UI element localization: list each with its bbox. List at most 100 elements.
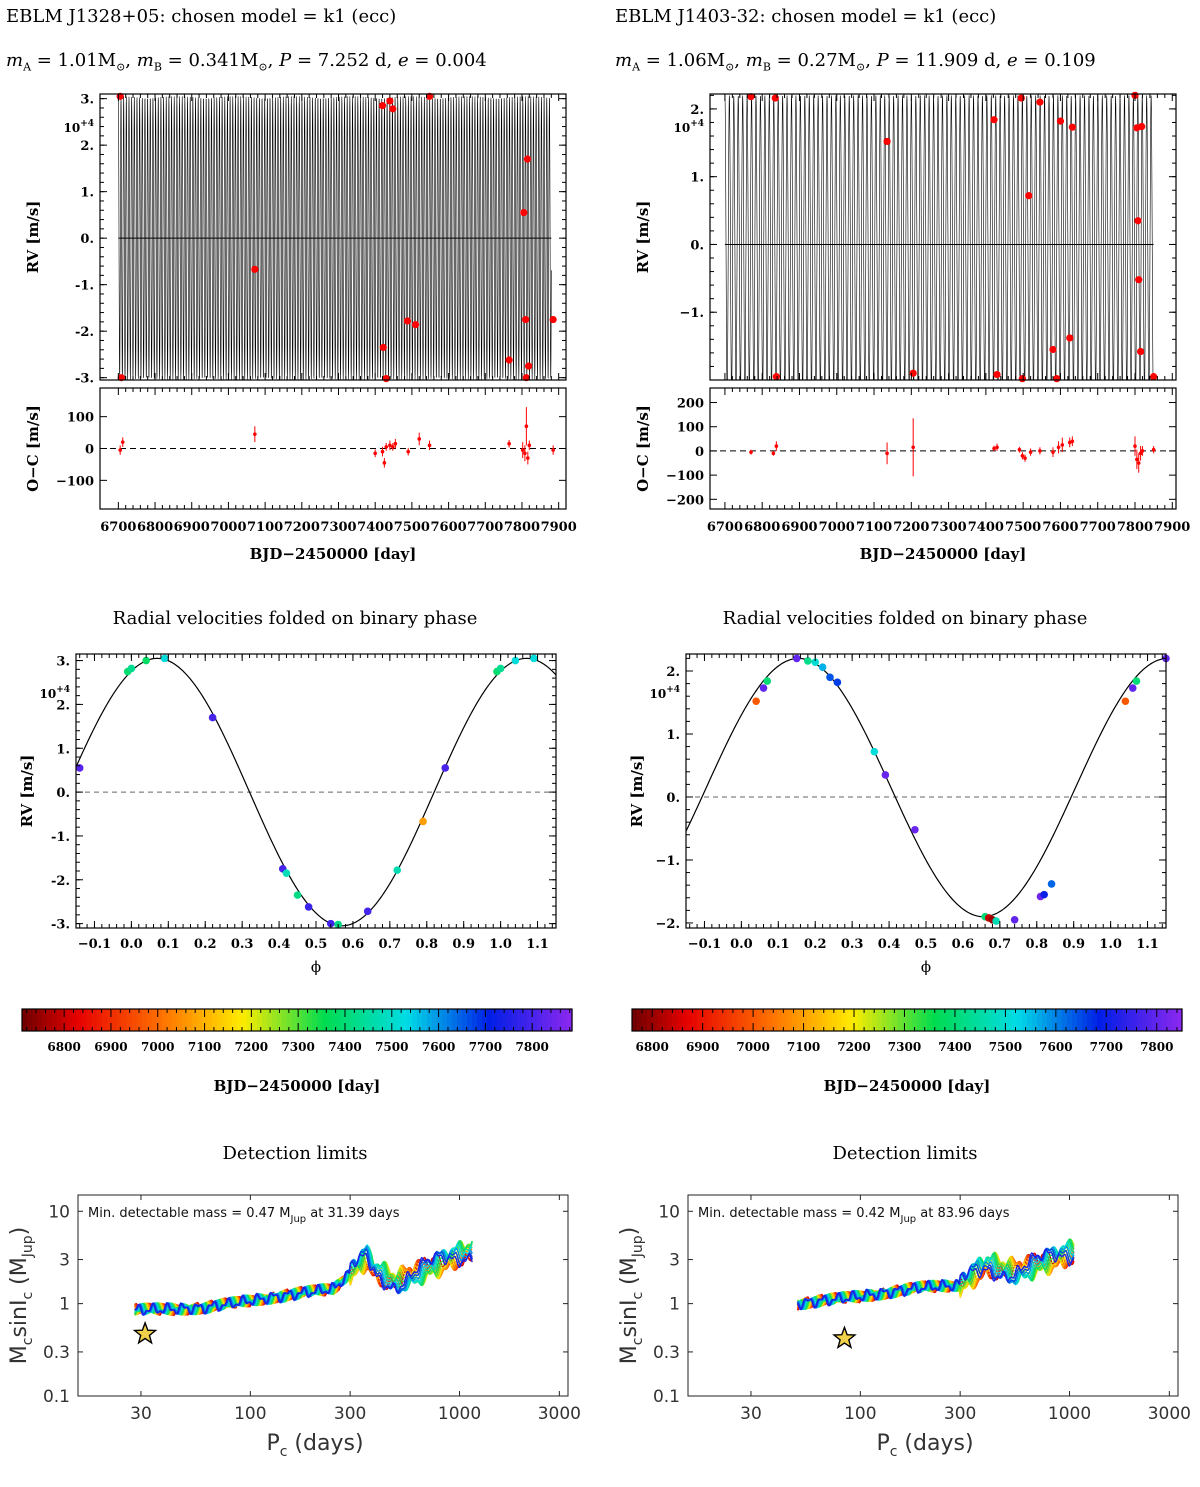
colorbar-segment [97,1009,103,1031]
colorbar-tick-label: 7800 [516,1040,549,1054]
colorbar-segment [372,1009,378,1031]
colorbar-segment [1097,1009,1103,1031]
colorbar-segment [702,1009,708,1031]
colorbar-tick-label: 6800 [47,1040,80,1054]
colorbar-segment [837,1009,843,1031]
y-axis-label-part: (M [7,1257,32,1292]
colorbar-segment [197,1009,203,1031]
colorbar-segment [1172,1009,1178,1031]
colorbar-segment [822,1009,828,1031]
colorbar-segment [1042,1009,1048,1031]
colorbar-segment [77,1009,83,1031]
detection-limit-curve [134,1244,473,1316]
phase-x-tick-label: 0.4 [268,937,291,952]
x-tick-label: 7300 [930,520,966,535]
colorbar-segment [787,1009,793,1031]
colorbar-segment [842,1009,848,1031]
colorbar-segment [42,1009,48,1031]
colorbar-segment [252,1009,258,1031]
oc-data-point [388,443,392,448]
phase-axes-frame [75,653,557,929]
x-tick-label: 6800 [137,520,173,535]
phase-data-point [142,656,150,665]
phase-y-tick-label: -1. [51,830,70,845]
y-axis-label-part: Jup [20,1235,36,1258]
phase-x-tick-label: 0.3 [231,937,254,952]
rv-data-point [389,105,397,113]
colorbar-segment [812,1009,818,1031]
detection-y-tick-label: 0.1 [43,1387,70,1407]
detection-y-tick-label: 1 [59,1295,70,1315]
phase-y-tick-label: 0. [56,786,70,801]
colorbar-segment [987,1009,993,1031]
detection-limit-curve [134,1241,473,1316]
rv-data-point [990,116,998,124]
colorbar-segment [997,1009,1003,1031]
detection-y-tick-label: 10 [48,1202,70,1222]
rv-data-point [1134,217,1142,225]
rv-data-point [883,137,891,146]
oc-data-point [373,451,377,456]
oc-y-axis-label: O−C [m/s] [24,405,42,492]
phase-x-tick-label: 0.0 [120,937,143,952]
colorbar-segment [22,1009,28,1031]
colorbar-segment [517,1009,523,1031]
left-P-label: P [279,50,292,71]
colorbar-segment [827,1009,833,1031]
detection-limit-curve [796,1248,1075,1311]
colorbar-segment [932,1009,938,1031]
oc-data-point [771,451,776,456]
colorbar-segment [492,1009,498,1031]
colorbar-segment [772,1009,778,1031]
colorbar-segment [707,1009,713,1031]
left-mA-value: = 1.01M [36,50,117,71]
colorbar-segment [72,1009,78,1031]
phase-x-tick-label: 0.9 [452,937,475,952]
phase-y-tick-label: 3. [56,655,70,670]
oc-y-tick-label: −100 [666,469,704,484]
x-tick-label: 7300 [320,520,356,535]
colorbar-tick-label: 7100 [787,1040,820,1054]
colorbar-segment [672,1009,678,1031]
colorbar-segment [807,1009,813,1031]
colorbar-segment [522,1009,528,1031]
colorbar-tick-label: 7500 [989,1040,1022,1054]
colorbar-segment [922,1009,928,1031]
x-tick-label: 6700 [707,520,743,535]
x-tick-label: 7600 [1042,520,1078,535]
y-axis-label-part: sinI [617,1300,642,1338]
oc-data-point [1133,444,1137,448]
phase-data-point [441,764,450,772]
colorbar-segment [297,1009,303,1031]
detection-x-tick-label: 3000 [538,1404,581,1424]
right-detection-title: Detection limits [832,1143,978,1164]
phase-x-axis-label: ϕ [311,958,321,976]
x-tick-label: 6900 [174,520,210,535]
oc-data-point [507,441,511,446]
oc-y-tick-label: 100 [67,411,94,426]
rv-data-point [1025,192,1033,200]
colorbar-segment [257,1009,263,1031]
colorbar-segment [67,1009,73,1031]
colorbar-segment [1052,1009,1058,1031]
oc-y-tick-label: −100 [56,474,94,489]
colorbar-segment [972,1009,978,1031]
phase-x-tick-label: 1.1 [1136,937,1159,952]
oc-data-point [1028,450,1033,454]
colorbar-segment [647,1009,653,1031]
colorbar-segment [1132,1009,1138,1031]
y-tick-label: -2. [75,325,94,340]
annotation-text: at 83.96 days [916,1206,1010,1221]
phase-chart-right: −0.1 0.0 0.1 0.2 0.3 0.4 0.5 0.6 0.7 0.8 0.9 1.0 1.1… [628,653,1170,976]
colorbar-segment [1062,1009,1068,1031]
oc-data-point [1023,456,1027,460]
colorbar-segment [227,1009,233,1031]
colorbar-segment [477,1009,483,1031]
colorbar-segment [862,1009,868,1031]
x-tick-label: 7000 [210,520,246,535]
colorbar-segment [1137,1009,1143,1031]
colorbar-tick-label: 7700 [1090,1040,1123,1054]
x-tick-label: 7800 [504,520,540,535]
colorbar-segment [897,1009,903,1031]
colorbar-segment [537,1009,543,1031]
